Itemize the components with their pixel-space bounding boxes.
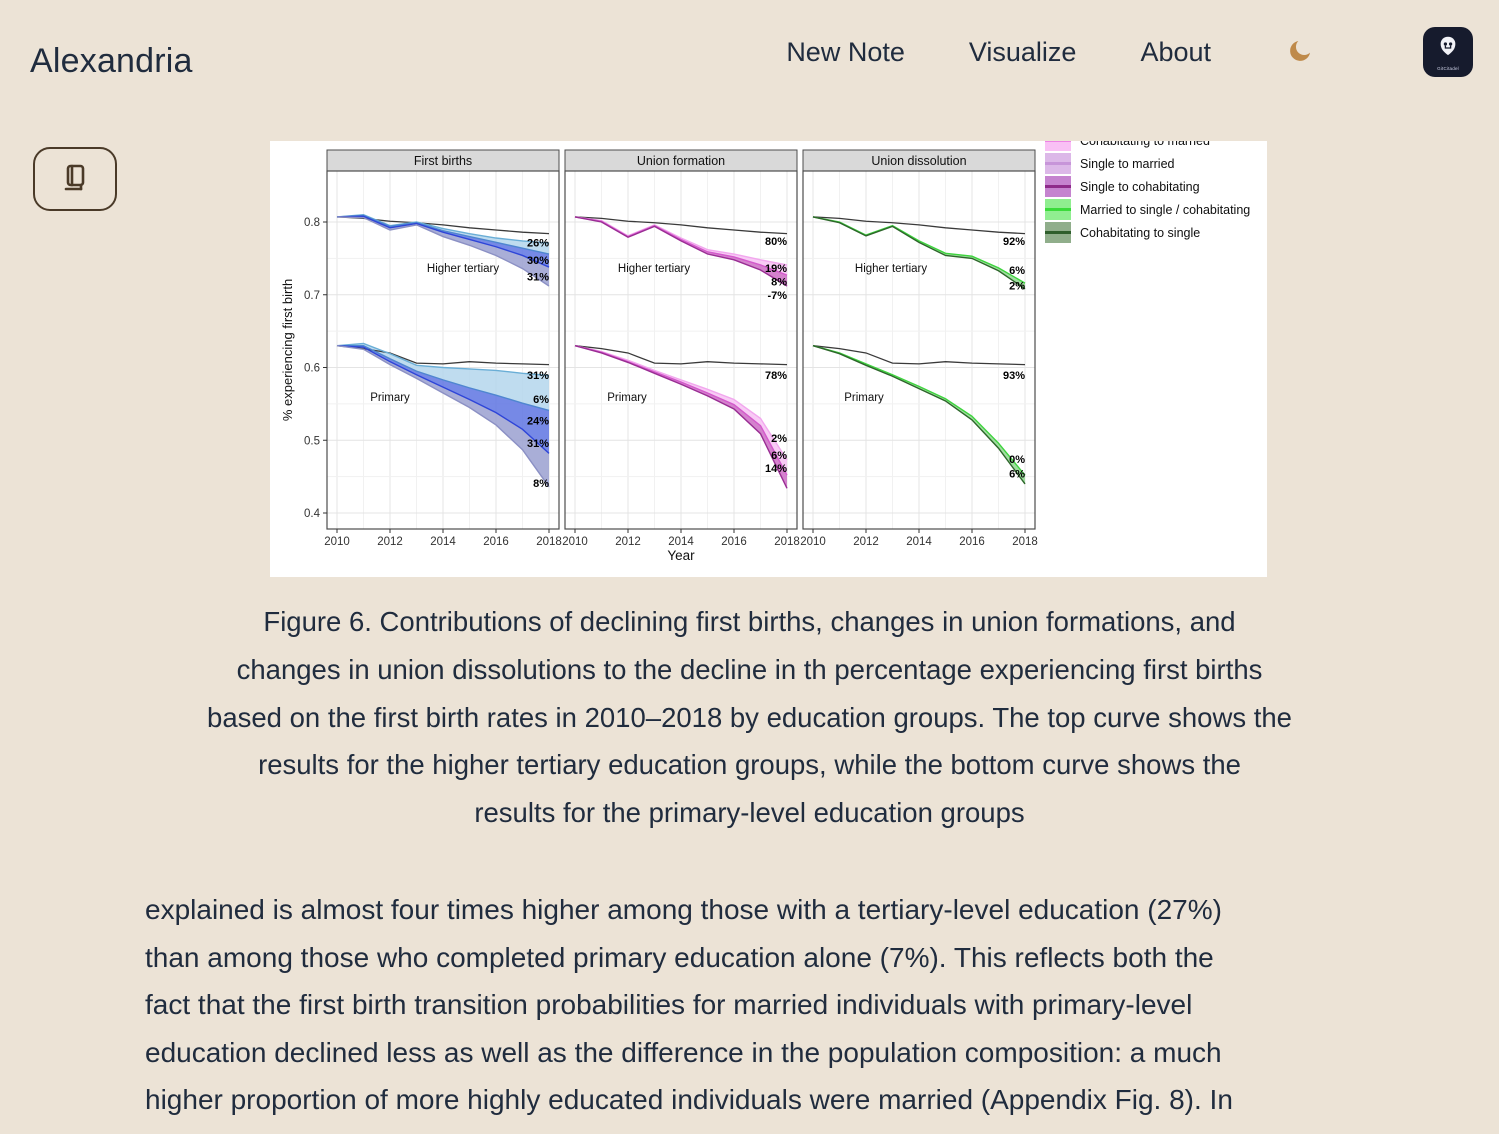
svg-text:2016: 2016 — [959, 536, 985, 548]
svg-text:0.7: 0.7 — [304, 290, 320, 302]
caption-line: results for the higher tertiary educatio… — [258, 749, 1241, 781]
figure-caption: Figure 6. Contributions of declining fir… — [0, 598, 1499, 837]
svg-text:19%: 19% — [765, 263, 787, 275]
svg-text:14%: 14% — [765, 463, 787, 475]
svg-text:31%: 31% — [527, 438, 549, 450]
svg-text:80%: 80% — [765, 236, 787, 248]
text-line: explained is almost four times higher am… — [145, 894, 1222, 925]
svg-text:2%: 2% — [771, 433, 787, 445]
svg-text:2012: 2012 — [853, 536, 879, 548]
svg-text:Higher tertiary: Higher tertiary — [427, 263, 499, 275]
nav-link-new-note[interactable]: New Note — [786, 36, 905, 67]
legend-swatch-icon — [1045, 176, 1071, 197]
text-line: particular, the decline in union formati… — [145, 1124, 1405, 1134]
nav-link-visualize[interactable]: Visualize — [968, 36, 1077, 67]
caption-line: based on the first birth rates in 2010–2… — [207, 701, 1292, 733]
svg-text:0%: 0% — [1009, 454, 1025, 466]
legend-item: Cohabitating to married — [1045, 141, 1250, 152]
svg-text:6%: 6% — [533, 394, 549, 406]
svg-text:-7%: -7% — [767, 290, 787, 302]
svg-text:Higher tertiary: Higher tertiary — [618, 263, 690, 275]
brand-logo[interactable]: Alexandria — [30, 42, 193, 80]
svg-text:Primary: Primary — [607, 392, 647, 404]
legend-swatch-icon — [1045, 199, 1071, 220]
svg-text:26%: 26% — [527, 237, 549, 249]
svg-text:0.5: 0.5 — [304, 435, 320, 447]
text-line: education declined less as well as the d… — [145, 1036, 1222, 1068]
dark-mode-toggle[interactable] — [1285, 37, 1315, 67]
text-line: fact that the first birth transition pro… — [145, 989, 1193, 1020]
svg-text:2016: 2016 — [483, 536, 509, 548]
svg-text:Higher tertiary: Higher tertiary — [855, 263, 927, 275]
svg-text:2010: 2010 — [800, 536, 826, 548]
caption-line: Figure 6. Contributions of declining fir… — [263, 606, 1236, 637]
svg-text:8%: 8% — [533, 478, 549, 490]
svg-text:2010: 2010 — [562, 536, 588, 548]
svg-text:2%: 2% — [1009, 280, 1025, 292]
moon-icon — [1286, 37, 1314, 68]
svg-text:6%: 6% — [1009, 469, 1025, 481]
svg-text:2018: 2018 — [1012, 536, 1038, 548]
svg-text:0.6: 0.6 — [304, 363, 320, 375]
svg-text:2010: 2010 — [324, 536, 350, 548]
chart-legend: Cohabitating to married Single to married… — [1045, 141, 1250, 244]
svg-text:Year: Year — [667, 548, 695, 563]
svg-text:6%: 6% — [771, 450, 787, 462]
legend-label: Cohabitating to married — [1080, 141, 1210, 148]
svg-text:31%: 31% — [527, 370, 549, 382]
svg-text:Union dissolution: Union dissolution — [871, 154, 966, 168]
figure-chart-svg: First births 26% 30% 31% Higher tertiary 31% 6… — [280, 149, 1038, 563]
svg-text:31%: 31% — [527, 272, 549, 284]
text-line: higher proportion of more highly educate… — [145, 1084, 1233, 1115]
body-paragraph: explained is almost four times higher am… — [145, 886, 1405, 1134]
svg-text:24%: 24% — [527, 416, 549, 428]
svg-text:0.4: 0.4 — [304, 508, 321, 520]
svg-text:Primary: Primary — [844, 392, 884, 404]
book-icon — [57, 160, 93, 199]
header: Alexandria New Note Visualize About — [0, 0, 1499, 104]
text-line: than among those who completed primary e… — [145, 941, 1214, 973]
legend-swatch-icon — [1045, 222, 1071, 243]
caption-line: results for the primary-level education … — [474, 797, 1025, 829]
svg-text:First births: First births — [414, 154, 472, 168]
svg-text:2014: 2014 — [668, 536, 694, 548]
legend-item: Single to cohabitating — [1045, 175, 1250, 198]
svg-text:93%: 93% — [1003, 370, 1025, 382]
gitcitadel-logo-icon — [1435, 34, 1461, 65]
svg-text:2012: 2012 — [377, 536, 403, 548]
figure-image: First births 26% 30% 31% Higher tertiary 31% 6… — [270, 141, 1267, 577]
reader-mode-button[interactable] — [33, 147, 117, 211]
svg-text:30%: 30% — [527, 255, 549, 267]
svg-text:0.8: 0.8 — [304, 217, 320, 229]
legend-label: Cohabitating to single — [1080, 225, 1201, 240]
svg-text:Union formation: Union formation — [637, 154, 725, 168]
svg-text:2018: 2018 — [774, 536, 800, 548]
svg-text:% experiencing first birth: % experiencing first birth — [280, 279, 295, 421]
svg-text:2012: 2012 — [615, 536, 641, 548]
legend-item: Married to single / cohabitating — [1045, 198, 1250, 221]
gitcitadel-badge[interactable]: GitCitadel — [1423, 27, 1473, 77]
legend-label: Single to cohabitating — [1080, 179, 1200, 194]
legend-item: Single to married — [1045, 152, 1250, 175]
legend-label: Single to married — [1080, 156, 1175, 171]
main-nav: New Note Visualize About GitCitadel — [786, 0, 1473, 104]
svg-text:Primary: Primary — [370, 392, 410, 404]
svg-text:2014: 2014 — [430, 536, 456, 548]
nav-link-about[interactable]: About — [1140, 36, 1211, 67]
legend-swatch-icon — [1045, 153, 1071, 174]
svg-text:2016: 2016 — [721, 536, 747, 548]
legend-label: Married to single / cohabitating — [1080, 202, 1251, 217]
svg-text:8%: 8% — [771, 277, 787, 289]
legend-swatch-icon — [1045, 141, 1071, 151]
caption-line: changes in union dissolutions to the dec… — [236, 653, 1263, 685]
svg-text:6%: 6% — [1009, 265, 1025, 277]
svg-text:92%: 92% — [1003, 236, 1025, 248]
gitcitadel-badge-label: GitCitadel — [1437, 65, 1459, 71]
svg-text:2018: 2018 — [536, 536, 562, 548]
svg-text:2014: 2014 — [906, 536, 932, 548]
legend-item: Cohabitating to single — [1045, 221, 1250, 244]
svg-text:78%: 78% — [765, 370, 787, 382]
